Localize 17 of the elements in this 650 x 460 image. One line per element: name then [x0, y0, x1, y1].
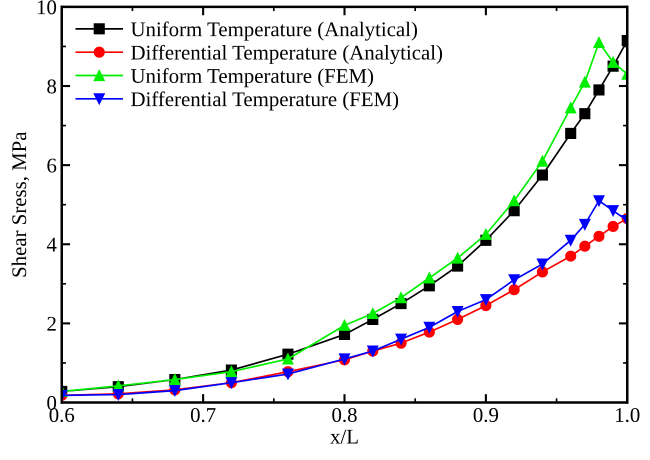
x-tick-label: 1.0	[616, 408, 640, 422]
y-tick-label: 2	[47, 316, 56, 331]
x-axis-title: x/L	[330, 430, 358, 444]
y-tick-label: 8	[47, 79, 56, 94]
x-tick-label: 0.9	[474, 408, 498, 422]
legend-label: Uniform Temperature (FEM)	[130, 68, 374, 88]
y-tick-label: 0	[47, 396, 56, 410]
y-axis-title: Shear Sress, MPa	[12, 132, 30, 277]
legend-label: Differential Temperature (FEM)	[131, 91, 398, 111]
x-tick-label: 0.6	[50, 408, 74, 422]
legend-label: Uniform Temperature (Analytical)	[130, 21, 417, 41]
y-tick-label: 4	[46, 238, 57, 252]
legend-label: Differential Temperature (Analytical)	[131, 44, 442, 64]
x-tick-label: 0.7	[190, 408, 216, 422]
y-tick-label: 6	[47, 158, 56, 173]
x-tick-label: 0.8	[332, 408, 357, 422]
y-tick-label: 10	[38, 0, 56, 14]
